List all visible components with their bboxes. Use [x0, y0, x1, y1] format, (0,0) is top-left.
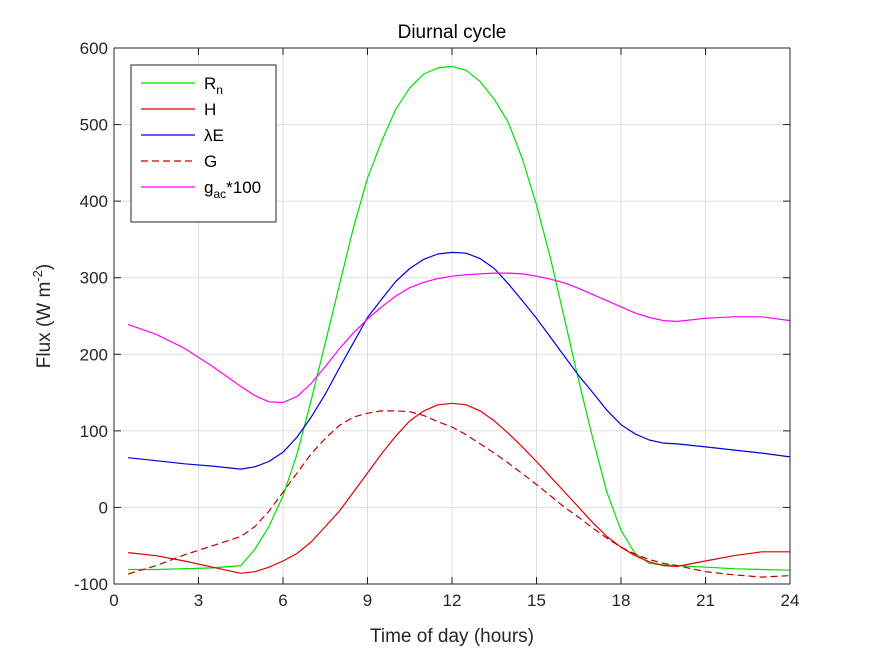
chart-title: Diurnal cycle — [398, 22, 507, 43]
legend-label-main: H — [204, 100, 216, 119]
x-tick-label: 24 — [781, 591, 800, 610]
series-layer — [127, 65, 791, 578]
legend-label: Rn — [204, 74, 223, 97]
y-tick-label: 200 — [80, 345, 108, 364]
ticks — [113, 47, 791, 585]
legend-label-main: g — [204, 178, 213, 197]
legend-label: G — [204, 152, 217, 171]
x-tick-label: 0 — [109, 591, 118, 610]
x-tick-label: 12 — [443, 591, 462, 610]
legend-label-main: R — [204, 74, 216, 93]
x-tick-label: 3 — [194, 591, 203, 610]
y-tick-label: 100 — [80, 422, 108, 441]
x-tick-label: 21 — [696, 591, 715, 610]
legend-label-main: G — [204, 152, 217, 171]
x-tick-label: 9 — [363, 591, 372, 610]
y-tick-label: 500 — [80, 116, 108, 135]
y-axis-label-main: Flux (W m — [34, 282, 55, 369]
y-axis-label: Flux (W m-2) — [30, 264, 55, 368]
legend-label-subscript: n — [216, 83, 223, 97]
x-tick-label: 18 — [612, 591, 631, 610]
y-tick-label: 300 — [80, 269, 108, 288]
series-line-1 — [128, 402, 790, 574]
series-line-4 — [127, 272, 791, 404]
legend-label-main: λE — [204, 126, 224, 145]
y-axis-label-close: ) — [34, 264, 55, 270]
y-axis-label-superscript: -2 — [30, 270, 45, 282]
x-tick-label: 6 — [278, 591, 287, 610]
y-tick-label: -100 — [74, 575, 108, 594]
y-tick-label: 0 — [99, 498, 108, 517]
legend-label-subscript: ac — [213, 187, 226, 201]
legend-label: H — [204, 100, 216, 119]
legend-label: λE — [204, 126, 224, 145]
y-tick-label: 400 — [80, 192, 108, 211]
legend-label: gac*100 — [204, 178, 261, 201]
series-line-3 — [127, 410, 791, 578]
y-tick-label: 600 — [80, 39, 108, 58]
legend-box — [130, 64, 277, 223]
legend-label-suffix: *100 — [226, 178, 261, 197]
x-axis-label: Time of day (hours) — [370, 626, 534, 647]
x-tick-label: 15 — [527, 591, 546, 610]
series-line-2 — [128, 251, 791, 470]
